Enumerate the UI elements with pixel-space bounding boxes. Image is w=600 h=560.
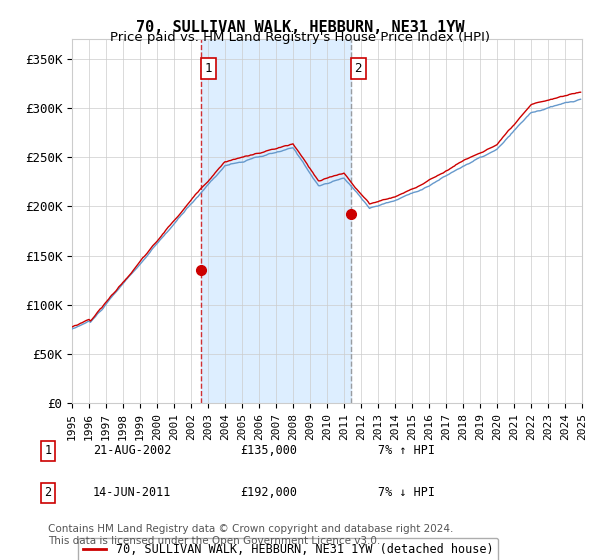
Text: 70, SULLIVAN WALK, HEBBURN, NE31 1YW: 70, SULLIVAN WALK, HEBBURN, NE31 1YW: [136, 20, 464, 35]
Text: £192,000: £192,000: [240, 486, 297, 500]
Text: 2: 2: [44, 486, 52, 500]
Legend: 70, SULLIVAN WALK, HEBBURN, NE31 1YW (detached house), HPI: Average price, detac: 70, SULLIVAN WALK, HEBBURN, NE31 1YW (de…: [78, 538, 498, 560]
Bar: [201, 39, 351, 403]
Text: 7% ↑ HPI: 7% ↑ HPI: [378, 444, 435, 458]
Text: 14-JUN-2011: 14-JUN-2011: [93, 486, 172, 500]
Text: £135,000: £135,000: [240, 444, 297, 458]
Text: 21-AUG-2002: 21-AUG-2002: [93, 444, 172, 458]
Text: Price paid vs. HM Land Registry's House Price Index (HPI): Price paid vs. HM Land Registry's House …: [110, 31, 490, 44]
Text: 1: 1: [44, 444, 52, 458]
Text: 2: 2: [355, 62, 362, 75]
Text: Contains HM Land Registry data © Crown copyright and database right 2024.
This d: Contains HM Land Registry data © Crown c…: [48, 524, 454, 546]
Text: 7% ↓ HPI: 7% ↓ HPI: [378, 486, 435, 500]
Text: 1: 1: [205, 62, 212, 75]
